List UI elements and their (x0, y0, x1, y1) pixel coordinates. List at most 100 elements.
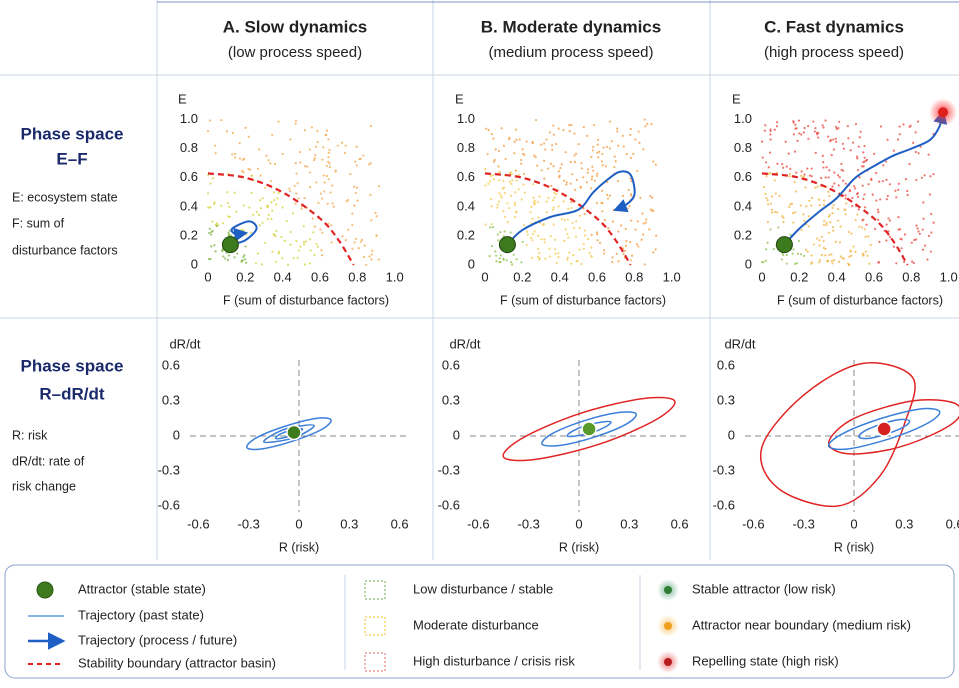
texture-dot (927, 234, 931, 238)
texture-dot (565, 181, 568, 184)
texture-dot (256, 252, 260, 255)
texture-dot (795, 262, 798, 265)
texture-dot (296, 182, 299, 185)
texture-dot (544, 257, 547, 260)
texture-dot (303, 263, 307, 266)
row-note: dR/dt: rate of (12, 454, 85, 468)
texture-dot (764, 259, 768, 262)
texture-dot (288, 187, 291, 190)
texture-dot (856, 213, 859, 216)
texture-dot (798, 132, 801, 135)
texture-dot (208, 231, 211, 235)
texture-dot (370, 253, 373, 256)
texture-dot (327, 160, 330, 163)
x-tick-label: -0.6 (742, 516, 764, 531)
texture-dot (313, 157, 316, 160)
y-tick-label: 0.6 (162, 357, 180, 372)
texture-dot (824, 176, 827, 179)
texture-dot (531, 239, 534, 242)
texture-dot (629, 177, 632, 180)
texture-dot (557, 170, 560, 173)
x-tick-label: 0.6 (946, 516, 959, 531)
texture-dot (621, 134, 624, 138)
texture-dot (912, 261, 915, 265)
texture-dot (614, 160, 617, 163)
texture-dot (863, 193, 866, 196)
texture-dot (807, 125, 810, 128)
texture-dot (600, 160, 603, 163)
texture-dot (586, 134, 589, 137)
texture-dot (504, 157, 507, 161)
texture-dot (870, 178, 873, 182)
texture-dot (503, 230, 506, 233)
texture-dot (566, 258, 569, 261)
texture-dot (918, 232, 921, 235)
texture-dot (555, 193, 558, 196)
texture-dot (502, 209, 505, 213)
texture-dot (916, 120, 920, 123)
texture-dot (778, 194, 781, 198)
texture-dot (591, 175, 594, 178)
texture-dot (289, 230, 292, 234)
texture-dot (332, 205, 335, 208)
y-tick-label: 0 (191, 256, 198, 271)
y-tick-label: -0.3 (158, 463, 180, 478)
x-tick-label: 0.3 (895, 516, 913, 531)
texture-dot (240, 228, 244, 231)
texture-dot (848, 255, 851, 258)
texture-dot (304, 240, 308, 243)
texture-dot (300, 207, 303, 210)
texture-dot (570, 206, 573, 210)
texture-dot (498, 178, 501, 182)
texture-dot (347, 228, 350, 231)
texture-dot (206, 192, 210, 195)
texture-dot (765, 196, 768, 200)
texture-dot (220, 204, 223, 207)
texture-dot (511, 263, 514, 266)
texture-dot (654, 163, 657, 166)
texture-dot (496, 206, 499, 209)
texture-dot (592, 169, 595, 172)
texture-dot (513, 204, 516, 207)
texture-dot (221, 249, 224, 253)
texture-dot (776, 121, 779, 124)
x-tick-label: 0.4 (551, 269, 569, 284)
texture-dot (551, 148, 554, 151)
texture-dot (486, 153, 489, 156)
texture-dot (827, 215, 831, 218)
texture-dot (213, 201, 216, 204)
orbit-loop (828, 399, 959, 455)
texture-dot (275, 229, 278, 232)
texture-dot (601, 202, 604, 205)
texture-dot (641, 212, 644, 215)
texture-dot (568, 130, 571, 133)
texture-dot (637, 130, 640, 133)
texture-dot (603, 248, 606, 252)
texture-dot (596, 151, 599, 154)
texture-dot (764, 124, 767, 127)
x-axis-label: R (risk) (559, 540, 599, 554)
texture-dot (344, 144, 347, 147)
texture-dot (629, 127, 632, 131)
texture-dot (241, 158, 244, 161)
texture-dot (922, 217, 925, 220)
texture-dot (912, 141, 915, 144)
y-tick-label: 0.4 (734, 198, 752, 213)
texture-dot (596, 138, 600, 141)
texture-dot (274, 235, 277, 238)
texture-dot (322, 174, 325, 177)
texture-dot (862, 197, 865, 201)
texture-dot (903, 233, 907, 236)
texture-dot (628, 205, 631, 208)
texture-dot (824, 247, 827, 250)
texture-dot (875, 199, 878, 202)
texture-dot (807, 225, 810, 228)
texture-dot (293, 184, 296, 188)
texture-dot (627, 188, 630, 192)
texture-dot (767, 166, 770, 169)
texture-dot (766, 203, 770, 206)
texture-dot (261, 197, 264, 200)
texture-dot (821, 124, 824, 127)
texture-dot (637, 245, 640, 248)
texture-dot (241, 259, 244, 262)
